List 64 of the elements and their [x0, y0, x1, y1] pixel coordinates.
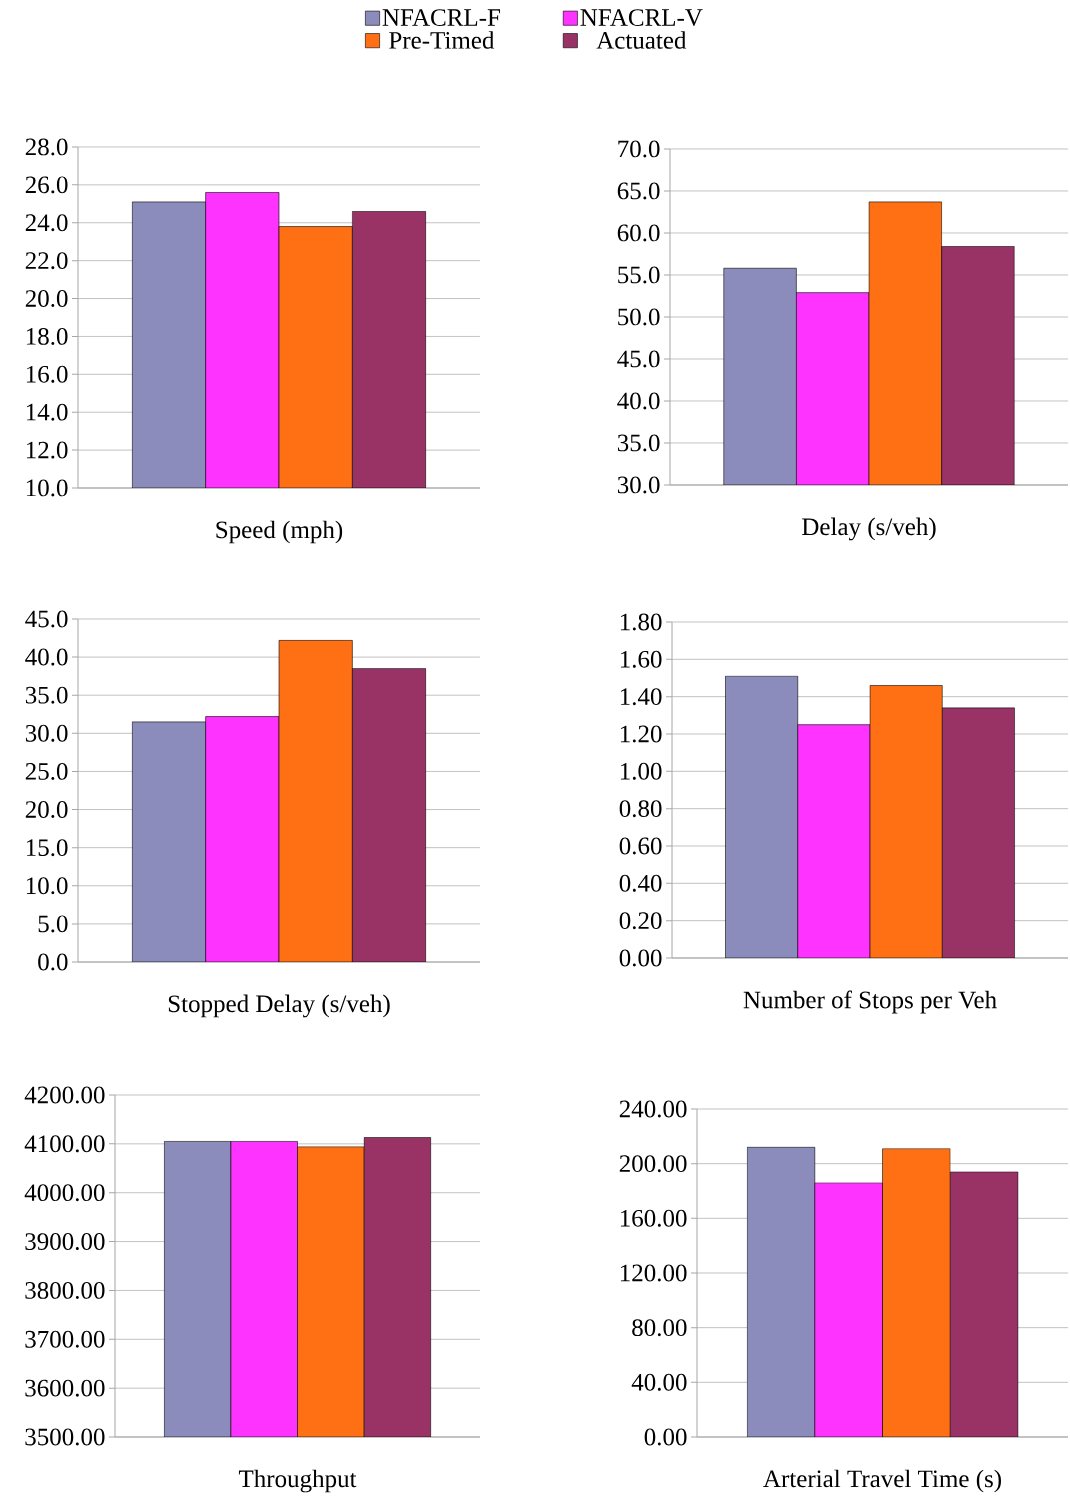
- y-tick-label: 3500.00: [25, 1428, 105, 1446]
- y-tick-label: 60.0: [617, 224, 660, 242]
- y-tick-label: 0.80: [619, 800, 662, 818]
- y-tick-label: 1.60: [620, 650, 662, 668]
- legend-label: NFACRL-F: [382, 9, 501, 26]
- y-tick-label: 200.00: [619, 1155, 687, 1173]
- y-tick-label: 10.0: [26, 479, 68, 497]
- legend-label: Pre-Timed: [389, 31, 495, 49]
- y-tick-label: 45.0: [617, 350, 660, 368]
- y-tick-label: 22.0: [25, 252, 68, 270]
- y-tick-label: 35.0: [617, 434, 660, 452]
- y-tick-label: 20.0: [25, 290, 68, 308]
- y-tick-label: 4200.00: [24, 1086, 105, 1104]
- y-tick-label: 14.0: [26, 403, 68, 421]
- y-tick-label: 30.0: [617, 476, 660, 494]
- x-axis-title: Arterial Travel Time (s): [763, 1469, 1001, 1493]
- y-tick-label: 40.0: [25, 648, 68, 666]
- y-tick-label: 0.40: [619, 874, 662, 892]
- y-tick-label: 4000.00: [24, 1184, 105, 1202]
- y-tick-label: 30.0: [25, 724, 68, 742]
- y-tick-label: 12.0: [26, 441, 68, 459]
- y-tick-label: 65.0: [617, 182, 660, 200]
- y-tick-label: 25.0: [25, 762, 68, 780]
- x-axis-title: Speed (mph): [216, 520, 343, 544]
- y-tick-label: 24.0: [25, 214, 68, 232]
- legend-label: NFACRL-V: [580, 9, 703, 27]
- y-tick-label: 120.00: [620, 1264, 687, 1282]
- x-axis-title: Delay (s/veh): [802, 517, 936, 541]
- y-tick-label: 1.40: [620, 688, 662, 706]
- y-tick-label: 0.00: [619, 949, 662, 967]
- y-tick-label: 0.20: [619, 912, 662, 930]
- y-tick-label: 18.0: [26, 327, 68, 345]
- y-tick-label: 10.0: [26, 877, 68, 895]
- y-tick-label: 4100.00: [24, 1135, 105, 1153]
- y-tick-label: 15.0: [26, 839, 68, 857]
- y-tick-label: 45.0: [25, 610, 68, 628]
- y-tick-label: 1.20: [620, 725, 662, 743]
- y-tick-label: 40.0: [617, 392, 660, 410]
- y-tick-label: 70.0: [618, 140, 660, 158]
- y-tick-label: 50.0: [618, 308, 660, 326]
- y-tick-label: 20.0: [25, 801, 68, 819]
- x-axis-title: Number of Stops per Veh: [743, 990, 997, 1014]
- y-tick-label: 160.00: [620, 1209, 687, 1227]
- y-tick-label: 3600.00: [25, 1379, 105, 1397]
- y-tick-label: 3800.00: [25, 1281, 105, 1299]
- legend-label: Actuated: [596, 31, 687, 49]
- y-tick-label: 80.00: [632, 1319, 687, 1337]
- y-tick-label: 16.0: [26, 365, 68, 383]
- y-tick-label: 55.0: [618, 266, 660, 284]
- y-tick-label: 40.00: [631, 1373, 687, 1391]
- y-tick-label: 28.0: [25, 138, 68, 156]
- y-tick-label: 0.60: [619, 837, 662, 855]
- y-tick-label: 1.80: [620, 613, 662, 631]
- y-tick-label: 5.0: [38, 915, 68, 933]
- y-tick-label: 240.00: [619, 1100, 687, 1118]
- y-tick-label: 26.0: [25, 176, 68, 194]
- x-axis-title: Stopped Delay (s/veh): [168, 994, 390, 1018]
- y-tick-label: 3700.00: [25, 1330, 105, 1348]
- y-tick-label: 1.00: [620, 762, 662, 780]
- y-tick-label: 35.0: [25, 686, 68, 704]
- x-axis-title: Throughput: [238, 1469, 357, 1493]
- y-tick-label: 0.0: [38, 953, 68, 971]
- y-tick-label: 3900.00: [25, 1233, 105, 1251]
- y-tick-label: 0.00: [644, 1428, 687, 1446]
